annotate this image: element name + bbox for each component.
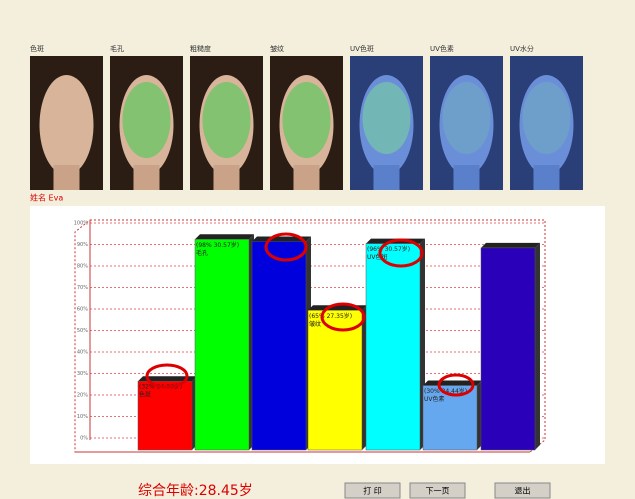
y-tick-label: 100% [74,221,89,227]
neck [133,165,160,190]
overlay [282,82,331,158]
button-label[interactable]: 退出 [515,486,531,496]
buttons: 打 印 下一页 退出 [344,482,551,499]
bar [307,310,363,451]
chart: 0%10%20%30%40%50%60%70%80%90%100%(32% 34… [74,221,545,451]
image-label: UV色斑 [350,44,374,53]
image-label: 色斑 [30,44,44,53]
highlight-ring [264,232,308,262]
image-label: UV色素 [430,44,454,53]
bar-top [195,234,254,240]
value-label: (65% 27.35岁) [309,312,352,320]
face [39,75,94,175]
bar [137,380,193,451]
highlight-ring [437,373,475,397]
bar-top [252,236,311,242]
overlay [362,82,411,154]
overlay [522,82,571,154]
y-tick-label: 60% [77,307,88,313]
y-tick-label: 10% [77,414,88,420]
overlay [442,82,491,154]
summary-age: 综合年龄:28.45岁 [138,483,253,499]
overlay [122,82,171,158]
highlight-ring [378,238,424,268]
bar-side [535,242,540,450]
button[interactable] [494,482,551,499]
category-label: 毛孔 [196,249,208,257]
face [439,75,494,175]
bar [251,241,307,451]
face [519,75,574,175]
y-tick-label: 20% [77,393,88,399]
button-label[interactable]: 下一页 [426,487,450,496]
category-label: 色斑 [139,391,151,399]
button[interactable] [344,482,401,499]
image-label: 毛孔 [110,44,124,53]
patient-name: 姓名 Eva [30,193,63,203]
bar [480,247,536,451]
y-tick-label: 0% [80,436,88,442]
neck [453,165,480,190]
neck [213,165,240,190]
bar [365,243,421,451]
face-images: 色斑 毛孔 粗糙度 皱纹 UV色斑 UV色素 UV水分 [30,44,583,190]
bar-top [481,242,540,248]
neck [53,165,80,190]
value-label: (98% 30.57岁) [196,241,239,249]
image-label: 皱纹 [270,44,284,53]
neck [533,165,560,190]
neck [293,165,320,190]
y-tick-label: 40% [77,350,88,356]
button-label[interactable]: 打 印 [363,486,382,496]
bar [422,385,478,451]
neck [373,165,400,190]
image-label: 粗糙度 [190,44,211,53]
y-tick-label: 80% [77,264,88,270]
overlay [202,82,251,158]
y-tick-label: 50% [77,328,88,334]
image-label: UV水分 [510,44,534,53]
y-tick-label: 90% [77,242,88,248]
y-tick-label: 70% [77,285,88,291]
highlight-ring [320,302,366,332]
bar-top [138,376,197,382]
annotations [145,232,475,397]
value-label: (96% 30.57岁) [367,245,410,253]
highlight-ring [145,363,189,389]
value-label: (30% 24.44岁) [424,387,467,395]
category-label: 皱纹 [309,320,321,328]
bar [194,239,250,451]
category-label: UV色素 [424,395,445,403]
y-tick-label: 30% [77,371,88,377]
button[interactable] [409,482,466,499]
category-label: UV色斑 [367,253,388,261]
